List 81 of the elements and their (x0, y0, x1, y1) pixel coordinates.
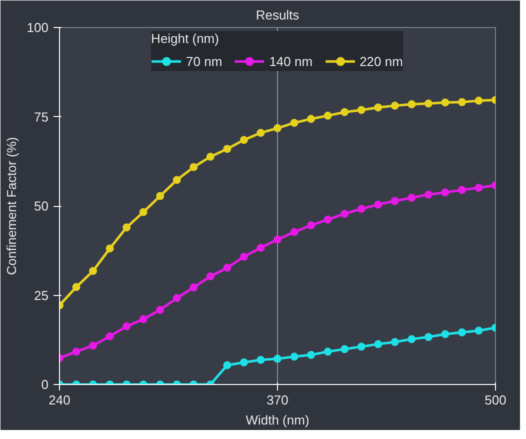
point (139, 315, 148, 324)
point (357, 106, 366, 114)
point (240, 136, 248, 144)
point (190, 283, 198, 292)
point (89, 342, 98, 350)
point (274, 354, 282, 363)
chart-title: Results (256, 8, 300, 22)
point (256, 244, 265, 252)
point (274, 236, 282, 244)
point (458, 98, 466, 106)
point (374, 103, 382, 112)
point (474, 326, 483, 335)
x-tick-label: 240 (48, 392, 70, 408)
point (206, 152, 214, 161)
point (156, 192, 164, 200)
point (172, 176, 181, 184)
point (324, 348, 332, 356)
point (324, 216, 332, 224)
point (122, 322, 131, 330)
x-tick-label: 500 (484, 392, 506, 408)
point (290, 228, 298, 236)
point (256, 128, 265, 137)
point (307, 114, 316, 123)
legend-label: 140 nm (269, 54, 313, 68)
point (390, 338, 399, 346)
legend-title: Height (nm) (151, 31, 220, 46)
y-tick-label: 75 (34, 109, 49, 124)
point (408, 194, 416, 202)
point (390, 197, 399, 205)
point (139, 208, 148, 216)
point (223, 361, 232, 370)
point (290, 352, 298, 361)
point (340, 108, 349, 116)
point (441, 330, 450, 338)
point (374, 200, 382, 209)
point (156, 306, 164, 314)
point (441, 188, 450, 196)
legend-label: 220 nm (360, 54, 403, 68)
point (240, 358, 248, 366)
point (256, 356, 265, 364)
point (122, 223, 131, 232)
point (172, 294, 181, 302)
point (357, 342, 366, 351)
point (340, 345, 349, 354)
point (106, 244, 114, 252)
point (106, 332, 114, 340)
point (190, 163, 198, 172)
point (458, 328, 466, 336)
point (290, 118, 298, 127)
point (441, 98, 450, 106)
point (240, 252, 248, 261)
x-tick-label: 370 (266, 392, 288, 408)
point (72, 348, 80, 356)
point (357, 204, 366, 213)
point (340, 210, 349, 218)
y-tick-label: 100 (26, 20, 49, 35)
point (307, 221, 316, 230)
point (408, 335, 416, 344)
point (408, 100, 416, 108)
point (424, 333, 432, 342)
point (424, 190, 432, 199)
point (89, 266, 98, 275)
x-axis-title: Width (nm) (246, 412, 310, 428)
point (307, 350, 316, 359)
point (223, 144, 232, 153)
y-tick-label: 50 (34, 198, 49, 214)
point (474, 184, 483, 192)
point (474, 96, 483, 105)
y-axis-title: Confinement Factor (%) (4, 136, 19, 275)
y-tick-label: 25 (34, 288, 49, 303)
point (458, 186, 466, 194)
y-tick-label: 0 (41, 377, 49, 392)
point (324, 112, 332, 120)
point (206, 272, 214, 280)
point (274, 124, 282, 132)
point (223, 264, 232, 272)
legend-label: 70 nm (186, 54, 222, 68)
point (390, 102, 399, 110)
point (374, 340, 382, 348)
point (72, 283, 80, 292)
point (424, 100, 432, 108)
